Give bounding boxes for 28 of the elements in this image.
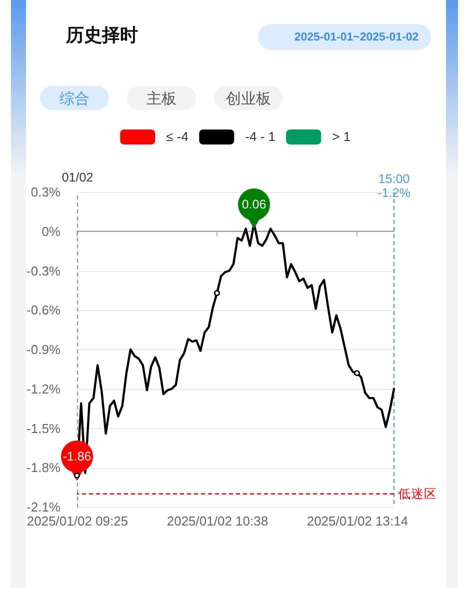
x-tick-label: 2025/01/02 13:14 [306, 514, 408, 528]
ref-line-label: 低迷区 [398, 486, 437, 501]
text: 2025-01-01~2025-01-02 [294, 32, 419, 44]
y-tick-label: -0.9% [26, 342, 61, 357]
y-axis-title: 01/02 [62, 170, 94, 184]
y-tick-label: -0.3% [26, 263, 61, 278]
text: 综合 [60, 90, 90, 108]
point [354, 370, 360, 376]
legend-label: ≤ -4 [166, 129, 188, 144]
y-tick-label: 0% [42, 224, 61, 239]
y-tick-label: -2.1% [26, 500, 61, 514]
text: 创业板 [226, 90, 271, 108]
data-label: 0.06 [242, 198, 266, 212]
chart-title: 历史择时 [65, 25, 138, 45]
legend-label: > 1 [332, 129, 351, 144]
y-tick-label: 0.3% [30, 184, 61, 200]
ref-line-label: -1.2% [378, 186, 410, 200]
x-tick-label: 2025/01/02 09:25 [26, 514, 128, 528]
data-label: -1.86 [62, 450, 92, 464]
x-tick-label: 15:00 [378, 172, 410, 186]
x-tick-label: 2025/01/02 10:38 [166, 514, 268, 528]
legend-label: -4 - 1 [245, 129, 276, 144]
text: 主板 [146, 90, 176, 108]
y-tick-label: -1.5% [26, 420, 61, 436]
y-tick-label: -1.8% [26, 460, 61, 476]
y-tick-label: -0.6% [26, 302, 61, 318]
point [214, 290, 220, 296]
y-tick-label: -1.2% [26, 381, 61, 396]
